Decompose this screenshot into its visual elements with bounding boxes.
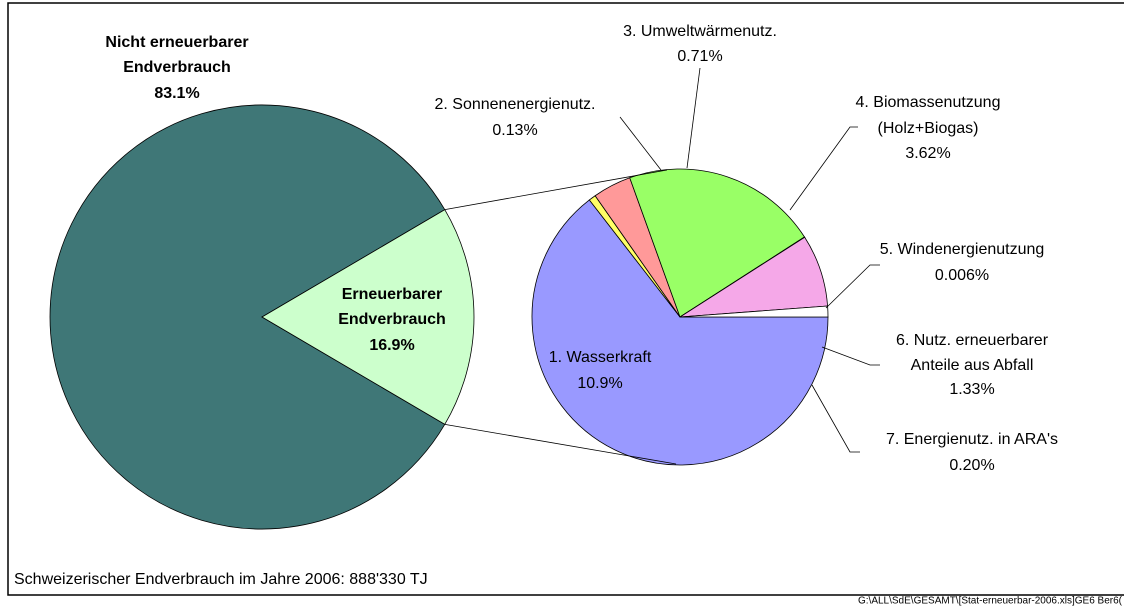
connector	[444, 169, 668, 211]
slice-label: 0.13%	[492, 122, 537, 139]
leader-line	[789, 126, 858, 211]
footer: Schweizerischer Endverbrauch im Jahre 20…	[14, 571, 428, 588]
slice-label: 83.1%	[154, 85, 199, 102]
pie-slice	[261, 209, 475, 425]
leader-line	[811, 384, 860, 453]
slice-label: 1.33%	[949, 381, 994, 398]
slice-label: 3.62%	[905, 145, 950, 162]
leader-line	[686, 67, 701, 169]
slice-label: 4. Biomassenutzung	[856, 94, 1001, 111]
connector	[444, 423, 677, 465]
slice-label: Endverbrauch	[123, 59, 231, 76]
file-path: G:\ALL\SdE\GESAMT\[Stat-erneuerbar-2006.…	[858, 596, 1123, 606]
slice-label: 1. Wasserkraft	[549, 349, 652, 366]
leader-line	[821, 346, 880, 366]
slice-label: 2. Sonnenenergienutz.	[434, 96, 595, 113]
slice-label: 6. Nutz. erneuerbarer	[896, 332, 1049, 349]
slice-label: Erneuerbarer	[342, 286, 443, 303]
slice-label: 0.20%	[949, 457, 994, 474]
pie-slice	[49, 104, 446, 530]
slice-label: 5. Windenergienutzung	[880, 241, 1045, 258]
slice-label: 0.006%	[935, 267, 989, 284]
slice-label: 0.71%	[677, 48, 722, 65]
slice-label: 7. Energienutz. in ARA's	[886, 431, 1058, 448]
leader-line	[825, 264, 880, 309]
slice-label: Nicht erneuerbarer	[105, 34, 248, 51]
slice-label: Endverbrauch	[338, 311, 446, 328]
pie-slice	[531, 199, 829, 466]
slice-label: (Holz+Biogas)	[878, 120, 979, 137]
leader-line	[619, 116, 662, 171]
slice-label: 16.9%	[369, 337, 414, 354]
pie-slice	[629, 168, 806, 318]
slice-label: 10.9%	[577, 375, 622, 392]
slice-label: Anteile aus Abfall	[911, 357, 1034, 374]
slice-label: 3. Umweltwärmenutz.	[623, 23, 777, 40]
